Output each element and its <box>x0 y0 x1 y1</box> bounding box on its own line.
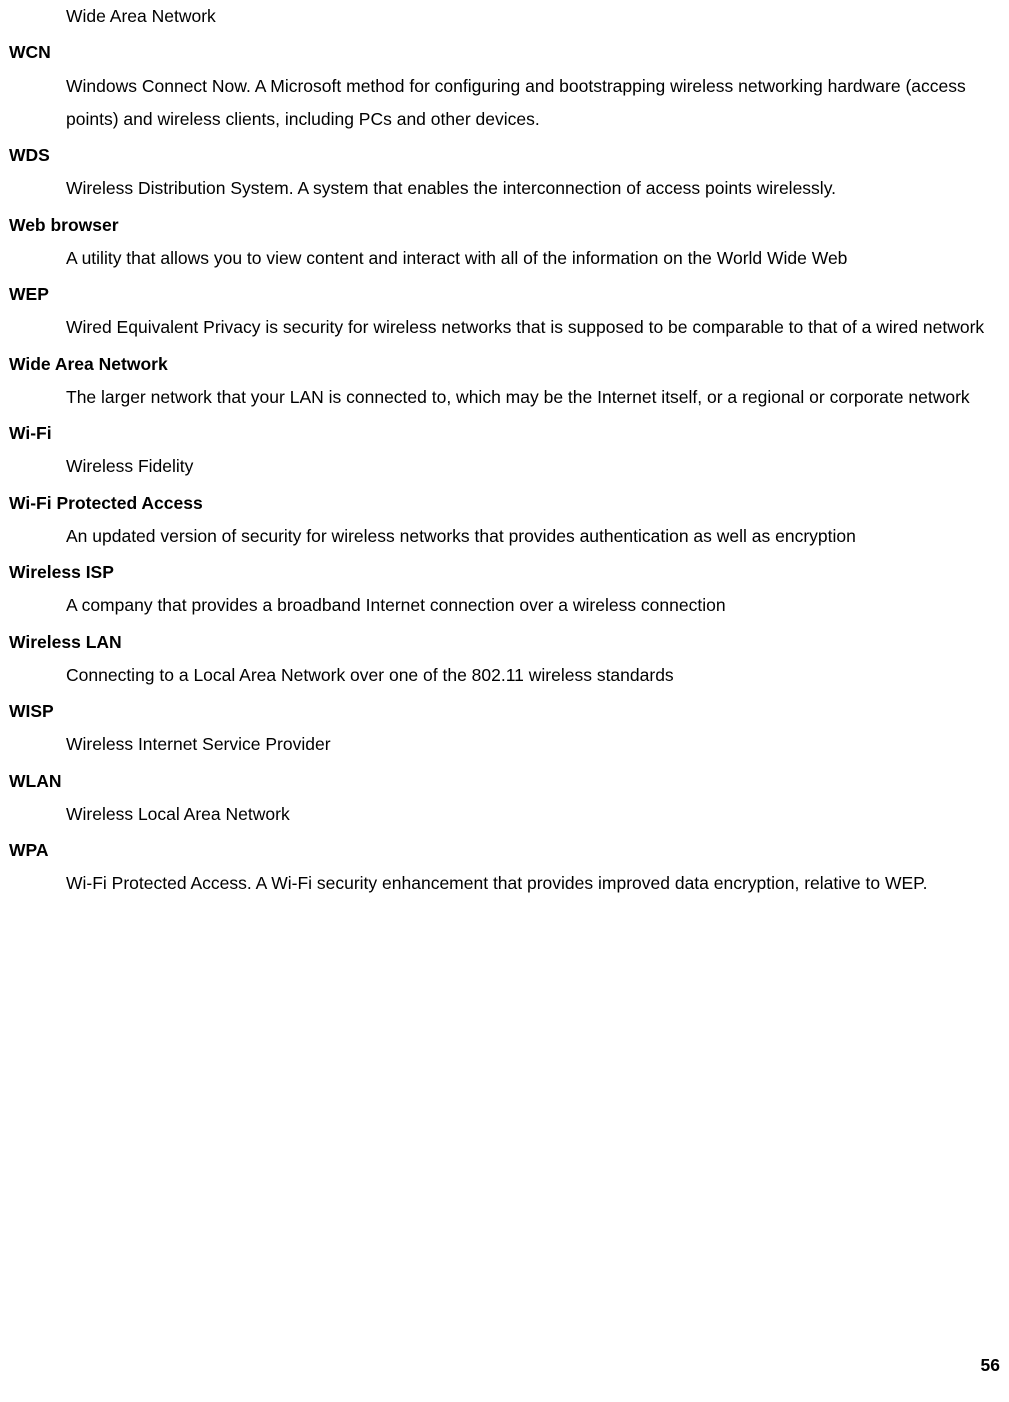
glossary-definition: Wireless Internet Service Provider <box>66 728 1001 761</box>
glossary-definition: Windows Connect Now. A Microsoft method … <box>66 70 1001 137</box>
glossary-list: WCN Windows Connect Now. A Microsoft met… <box>0 36 1009 900</box>
glossary-definition: The larger network that your LAN is conn… <box>66 381 1001 414</box>
glossary-definition: A utility that allows you to view conten… <box>66 242 1001 275</box>
glossary-definition: An updated version of security for wirel… <box>66 520 1001 553</box>
glossary-page: Wide Area Network WCN Windows Connect No… <box>0 0 1009 1402</box>
glossary-term: WISP <box>9 695 1009 728</box>
glossary-term: Wi-Fi <box>9 417 1009 450</box>
glossary-definition: Connecting to a Local Area Network over … <box>66 659 1001 692</box>
glossary-term: Wi-Fi Protected Access <box>9 487 1009 520</box>
glossary-term: Web browser <box>9 209 1009 242</box>
glossary-definition: Wireless Fidelity <box>66 450 1001 483</box>
glossary-definition: Wired Equivalent Privacy is security for… <box>66 311 1001 344</box>
glossary-definition: Wireless Distribution System. A system t… <box>66 172 1001 205</box>
glossary-definition: Wi-Fi Protected Access. A Wi-Fi security… <box>66 867 1001 900</box>
leadin-text: Wide Area Network <box>66 0 1009 33</box>
page-number: 56 <box>981 1349 1000 1382</box>
glossary-term: Wireless ISP <box>9 556 1009 589</box>
glossary-term: Wireless LAN <box>9 626 1009 659</box>
glossary-term: WCN <box>9 36 1009 69</box>
glossary-term: Wide Area Network <box>9 348 1009 381</box>
glossary-term: WDS <box>9 139 1009 172</box>
glossary-definition: Wireless Local Area Network <box>66 798 1001 831</box>
glossary-definition: A company that provides a broadband Inte… <box>66 589 1001 622</box>
glossary-term: WLAN <box>9 765 1009 798</box>
glossary-term: WPA <box>9 834 1009 867</box>
glossary-term: WEP <box>9 278 1009 311</box>
